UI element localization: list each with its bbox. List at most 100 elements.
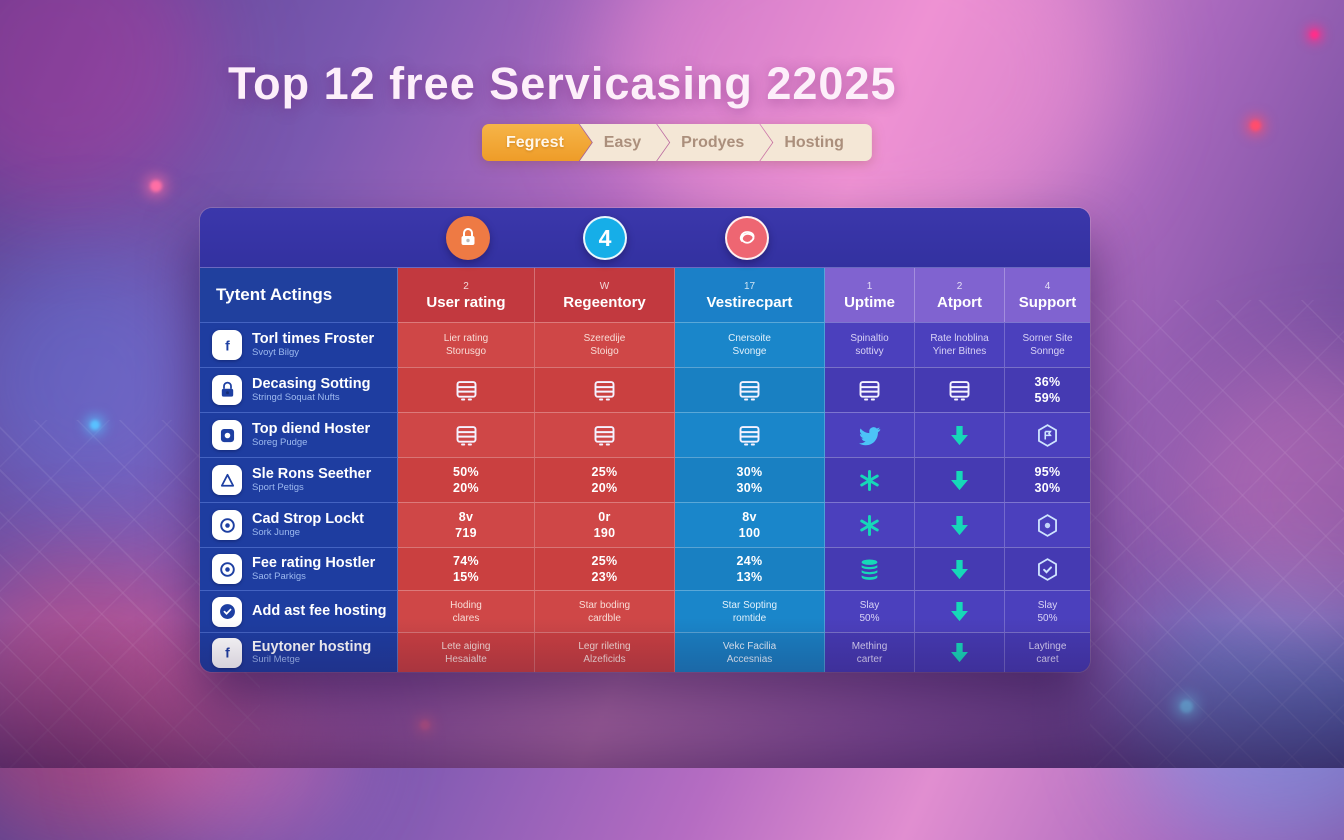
table-cell: Star Sopting romtide [675,590,825,632]
cell-text: Legr rileting [578,640,631,652]
circle-dot-icon [212,510,242,540]
arrow-down-icon [946,556,973,583]
cell-text: 36% [1034,374,1061,389]
row-title: Euytoner hosting [252,638,372,655]
column-header-labels: Tytent Actings [200,268,398,322]
table-cell [915,547,1005,590]
column-header-label: Uptime [844,294,895,311]
svg-text:f: f [225,337,230,353]
cell-text: romtide [732,612,767,624]
cell-text: Hesaialte [445,653,487,665]
arrow-down-icon [946,422,973,449]
server-icon [736,377,763,404]
cell-text: 20% [453,481,479,495]
cell-text: Storusgo [445,346,487,357]
count-badge: 4 [583,216,627,260]
glow-blue-left [0,250,220,510]
table-cell [825,547,915,590]
glow-pink-bottomleft [130,660,350,840]
cell-text: Mething [851,640,888,652]
cell-text: Stoigo [590,346,619,357]
table-cell: Cnersoite Svonge [675,322,825,367]
row-label: Sle Rons Seether Sport Petigs [200,457,398,502]
cell-text: 50% [1037,612,1058,624]
database-icon [856,556,883,583]
table-cell: 30% 30% [675,457,825,502]
cell-text: Hoding [450,599,482,611]
table-cell [825,367,915,412]
row-subtitle: Svoyt Bilgy [252,346,299,358]
row-subtitle: Stringd Soquat Nufts [252,391,340,403]
column-header-label: Vestirecpart [706,294,793,311]
column-header-label: Support [1018,294,1077,311]
column-header-sup: 1 [866,281,873,292]
cell-text: 100 [738,526,761,540]
cell-text: 25% [591,464,618,479]
column-header-label: Regeentory [563,294,646,311]
table-cell: 8v 719 [398,502,535,547]
table-cell: 24% 13% [675,547,825,590]
scribble-badge [725,216,769,260]
cell-text: 50% [453,464,479,479]
table-cell: Slay 50% [825,590,915,632]
glow-magenta-topleft [0,0,210,210]
row-title: Fee rating Hostler [252,555,376,572]
cell-text: 719 [455,526,477,540]
arrow-down-icon [946,639,973,666]
cell-text: 190 [593,526,616,540]
table-cell: Mething carter [825,632,915,672]
table-cell: Szeredije Stoigo [535,322,675,367]
server-icon [591,377,618,404]
table-cell: 25% 23% [535,547,675,590]
ribbon-step-prodyes[interactable]: Prodyes [657,124,772,161]
row-subtitle: Saot Parkigs [252,570,306,582]
ribbon-step-easy[interactable]: Easy [580,124,669,161]
cell-text: 24% [736,553,763,568]
lock-badge [446,216,490,260]
cell-text: 25% [591,553,618,568]
cell-text: 95% [1034,464,1061,479]
snowflake-icon [856,467,883,494]
check-circle-icon [212,596,242,627]
snowflake-icon [856,512,883,539]
row-subtitle: Sork Junge [252,526,301,538]
cell-text: 8v [742,509,757,524]
row-subtitle: Soreg Pudge [252,436,308,448]
scribble-icon [735,226,759,250]
column-header-label: User rating [426,294,506,311]
table-cell: 36% 59% [1005,367,1090,412]
ribbon-step-hosting[interactable]: Hosting [760,124,872,161]
cell-text: Spinaltio [850,333,889,344]
bird-icon [856,422,883,449]
hexagon-dot-icon [1034,512,1061,539]
cell-text: Cnersoite [728,333,771,344]
row-label: f Euytoner hosting Suril Metge [200,632,398,672]
cell-text: Sorner Site [1022,333,1073,344]
ribbon-step-fegrest[interactable]: Fegrest [482,124,592,161]
cell-text: Szeredije [583,333,626,344]
cell-text: Accesnias [726,653,773,665]
circuit-pattern-right [1090,300,1344,768]
cell-text: sottivy [855,346,884,357]
table-cell [1005,502,1090,547]
table-cell: Sorner Site Sonnge [1005,322,1090,367]
hexagon-check-icon [1034,556,1061,583]
table-cell: Lete aiging Hesaialte [398,632,535,672]
arrow-down-icon [946,512,973,539]
row-label: Add ast fee hosting [200,590,398,632]
table-cell [1005,412,1090,457]
cell-text: Yiner Bitnes [932,346,987,357]
table-cell: Laytinge caret [1005,632,1090,672]
row-title: Add ast fee hosting [252,603,387,620]
table-cell [1005,547,1090,590]
table-cell [915,632,1005,672]
cell-text: 30% [736,464,763,479]
table-cell [825,502,915,547]
table-cell: Slay 50% [1005,590,1090,632]
glow-dot [90,420,100,430]
server-icon [946,377,973,404]
table-cell [915,590,1005,632]
table-cell: Hoding clares [398,590,535,632]
row-title: Top diend Hoster [252,421,371,438]
server-icon [453,377,480,404]
